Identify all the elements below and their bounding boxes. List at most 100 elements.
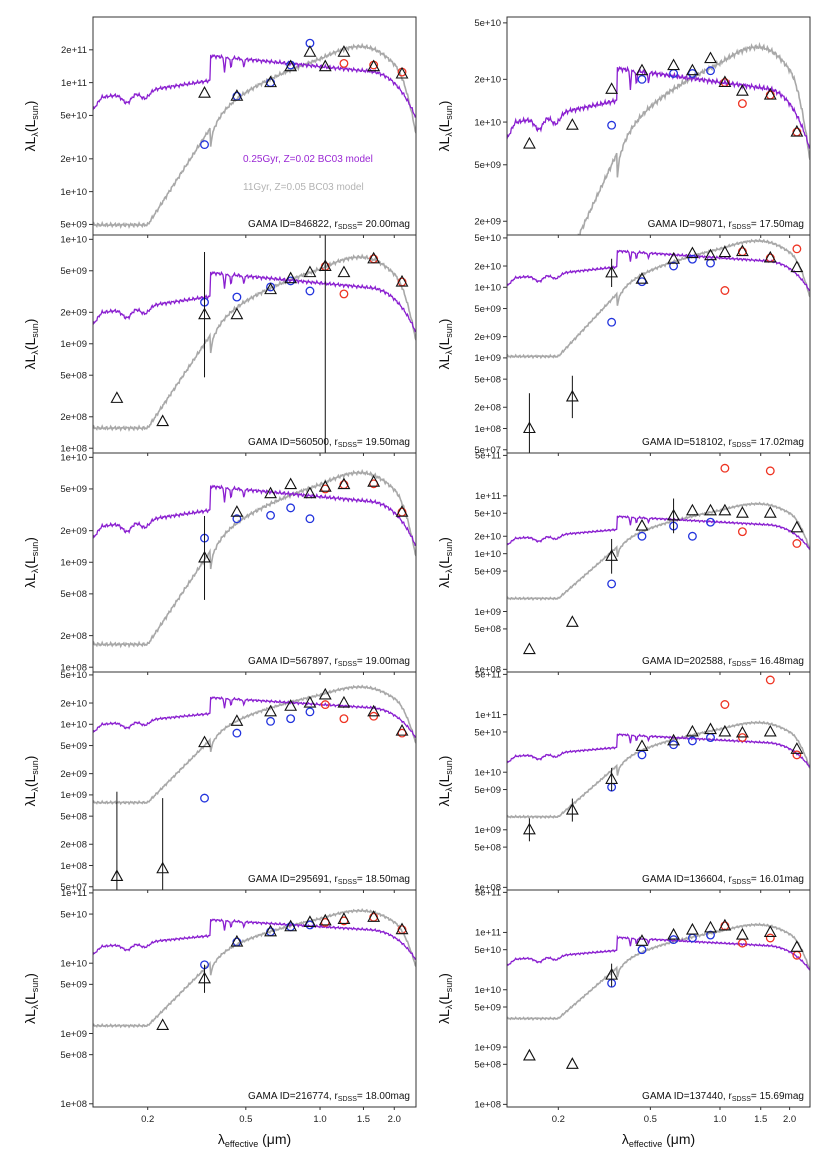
y-tick-label: 1e+10 (60, 187, 87, 198)
triangle-point (635, 63, 649, 76)
blue-circle-point (637, 277, 647, 287)
triangle-point (790, 124, 804, 137)
old-model-curve (93, 253, 416, 432)
y-tick-label: 1e+09 (60, 339, 87, 350)
triangle-point (395, 66, 409, 79)
y-tick-label: 5e+09 (474, 566, 501, 577)
blue-circle-point (637, 531, 647, 541)
red-circle-point (320, 700, 330, 710)
x-tick-label: 0.2 (141, 1114, 154, 1125)
triangle-point (605, 967, 619, 980)
triangle-point (264, 282, 277, 295)
triangle-point (685, 503, 699, 516)
y-axis-title: λLλ(Lsun) (22, 756, 40, 807)
triangle-point (704, 248, 717, 261)
y-tick-label: 1e+11 (475, 928, 501, 939)
panel-right-1: 2e+09 5e+09 1e+10 2e+10 5e+10 λLλ(Lsun) GAMA I… (436, 16, 811, 238)
triangle-point (395, 505, 409, 517)
y-axis-title: λLλ(Lsun) (22, 319, 40, 370)
triangle-point (790, 520, 804, 533)
y-tick-label: 1e+11 (475, 710, 501, 721)
x-tick-label: 2.0 (783, 1114, 796, 1125)
y-tick-label: 5e+09 (60, 484, 87, 495)
y-tick-label: 5e+09 (474, 304, 501, 315)
y-tick-label: 2e+10 (60, 698, 87, 709)
y-tick-label: 1e+10 (474, 117, 501, 128)
y-tick-label: 5e+07 (474, 445, 501, 456)
triangle-point (156, 414, 170, 427)
triangle-point (264, 924, 277, 937)
panel-frame (92, 234, 417, 454)
y-tick-label: 5e+10 (474, 18, 501, 29)
triangle-point (605, 549, 619, 561)
blue-circle-point (607, 120, 617, 130)
triangle-point (718, 918, 732, 931)
y-tick-label: 2e+09 (60, 769, 87, 780)
triangle-point (284, 271, 298, 284)
panel-left-5: 1e+08 5e+08 1e+09 5e+09 1e+10 5e+10 1e+11 λLλ(L… (22, 888, 417, 1110)
gama-annotation: GAMA ID=518102, rSDSS= 17.02mag (642, 437, 804, 449)
triangle-point (303, 915, 317, 927)
gama-annotation: GAMA ID=216774, rSDSS= 18.00mag (248, 1091, 410, 1103)
triangle-point (790, 260, 804, 273)
young-model-curve (93, 696, 416, 738)
triangle-point (667, 58, 681, 71)
gama-annotation: GAMA ID=137440, rSDSS= 15.69mag (642, 1091, 804, 1103)
red-circle-point (792, 539, 802, 548)
triangle-point (318, 913, 332, 926)
old-model-curve (507, 922, 810, 1021)
panel-right-2: 5e+07 1e+08 2e+08 5e+08 1e+09 2e+09 5e+09 1e+10… (436, 233, 811, 456)
triangle-point (635, 272, 649, 284)
y-tick-label: 5e+11 (475, 451, 501, 462)
triangle-point (718, 503, 732, 516)
y-tick-label: 5e+08 (60, 371, 87, 382)
panel-frame (506, 671, 811, 891)
triangle-point (565, 1057, 579, 1069)
y-tick-label: 5e+09 (474, 1002, 501, 1013)
y-tick-label: 2e+08 (60, 412, 87, 423)
triangle-point (735, 244, 749, 257)
triangle-point (395, 922, 409, 935)
gama-annotation: GAMA ID=846822, rSDSS= 20.00mag (248, 219, 410, 231)
triangle-point (635, 934, 649, 946)
y-tick-label: 1e+08 (60, 861, 87, 872)
y-tick-label: 2e+08 (60, 631, 87, 642)
blue-circle-point (687, 69, 697, 78)
y-tick-label: 2e+09 (60, 308, 87, 319)
y-tick-label: 5e+09 (474, 160, 501, 171)
panel-right-5: 1e+08 5e+08 1e+09 5e+09 1e+10 5e+10 1e+11 5e+11… (436, 888, 811, 1111)
triangle-point (156, 861, 170, 874)
triangle-point (198, 550, 211, 563)
red-circle-point (737, 733, 747, 742)
y-axis-title: λLλ(Lsun) (22, 101, 40, 152)
x-axis-title: λeffective (μm) (218, 1131, 291, 1149)
model-curves (507, 922, 810, 1021)
y-tick-label: 5e+08 (60, 811, 87, 822)
triangle-point (156, 1018, 170, 1031)
red-circle-point (792, 750, 802, 760)
triangle-point (303, 265, 317, 278)
triangle-point (635, 518, 649, 531)
red-circle-point (369, 912, 379, 922)
y-tick-label: 1e+09 (60, 790, 87, 801)
red-circle-point (765, 675, 775, 685)
red-circle-point (737, 99, 747, 109)
triangle-point (718, 724, 732, 737)
y-tick-label: 1e+10 (60, 959, 87, 970)
triangle-point (522, 421, 536, 434)
blue-circle-point (266, 716, 276, 726)
panel-frame (92, 16, 417, 236)
panel-frame (92, 671, 417, 891)
y-tick-label: 2e+10 (60, 154, 87, 165)
blue-circle-point (286, 714, 296, 724)
panel-left-4: 5e+07 1e+08 2e+08 5e+08 1e+09 2e+09 5e+09 1e+10… (22, 670, 417, 893)
blue-circle-point (706, 930, 715, 940)
triangle-point (230, 89, 244, 101)
triangle-point (685, 246, 699, 259)
blue-circle-point (706, 517, 715, 527)
y-tick-label: 1e+09 (474, 353, 501, 364)
triangle-point (735, 725, 749, 738)
y-tick-label: 1e+10 (474, 283, 501, 294)
y-tick-label: 5e+10 (60, 909, 87, 920)
